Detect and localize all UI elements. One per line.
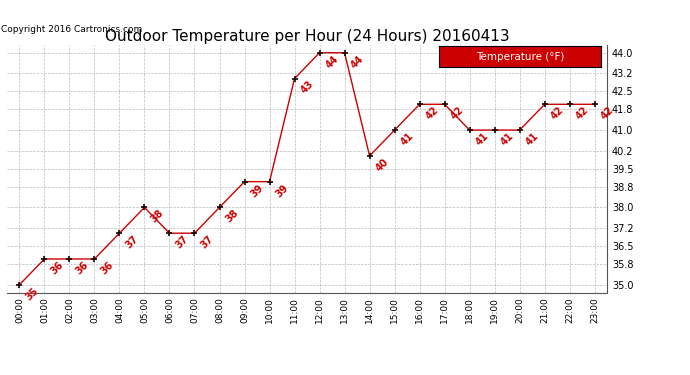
Text: 40: 40 [374, 156, 391, 173]
Text: 44: 44 [348, 53, 365, 70]
Text: 41: 41 [474, 131, 491, 147]
Text: 37: 37 [199, 234, 215, 250]
Text: 42: 42 [549, 105, 565, 122]
Text: 38: 38 [224, 208, 240, 225]
Text: 36: 36 [48, 260, 65, 276]
Text: 37: 37 [174, 234, 190, 250]
Text: 39: 39 [248, 182, 265, 199]
Text: 42: 42 [448, 105, 465, 122]
Text: 41: 41 [499, 131, 515, 147]
Text: 41: 41 [524, 131, 540, 147]
Text: 38: 38 [148, 208, 166, 225]
Text: 39: 39 [274, 182, 290, 199]
Title: Outdoor Temperature per Hour (24 Hours) 20160413: Outdoor Temperature per Hour (24 Hours) … [105, 29, 509, 44]
Text: 36: 36 [99, 260, 115, 276]
Text: 42: 42 [424, 105, 440, 122]
Text: 35: 35 [23, 285, 40, 302]
Text: 42: 42 [574, 105, 591, 122]
Text: Copyright 2016 Cartronics.com: Copyright 2016 Cartronics.com [1, 25, 142, 34]
Text: 41: 41 [399, 131, 415, 147]
Text: 43: 43 [299, 79, 315, 96]
Text: 42: 42 [599, 105, 615, 122]
Text: 36: 36 [74, 260, 90, 276]
Text: 44: 44 [324, 53, 340, 70]
Text: 37: 37 [124, 234, 140, 250]
